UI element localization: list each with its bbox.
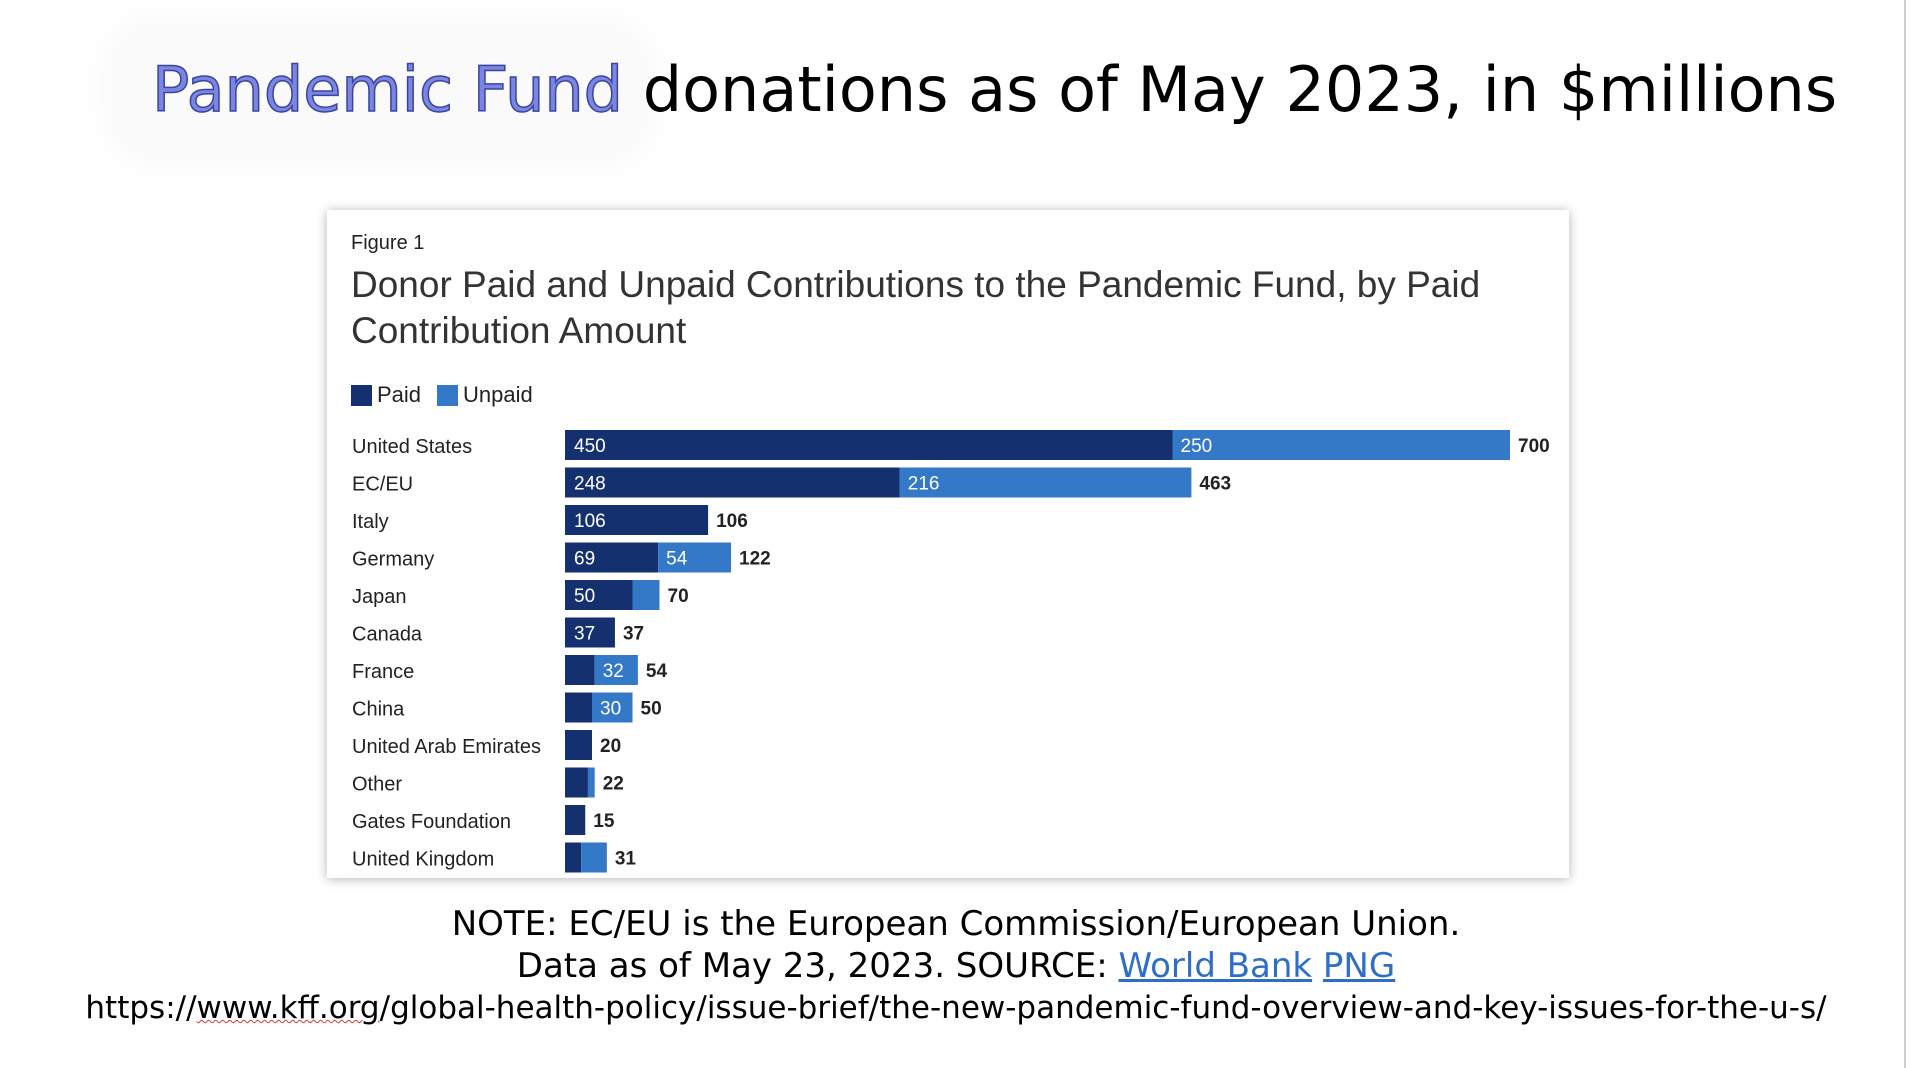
bar-total-united-kingdom: 31 (615, 849, 637, 870)
source-url-domain: www.kff.org (196, 990, 380, 1026)
bar-label-paid-ec-eu: 248 (574, 474, 606, 495)
bar-label-unpaid-united-states: 250 (1181, 436, 1213, 457)
bar-total-germany: 122 (739, 549, 771, 570)
bar-chart: United States 450 250 700 EC/EU 248 216 463 Ital… (352, 430, 1550, 873)
title-highlight-glow (118, 32, 640, 150)
bar-unpaid-germany (658, 542, 732, 573)
slide-edge-border (1904, 0, 1906, 1068)
category-label-united-arab-emirates: United Arab Emirates (352, 736, 541, 758)
category-label-united-states: United States (352, 436, 472, 458)
category-label-japan: Japan (352, 586, 407, 608)
bar-label-unpaid-france: 32 (603, 661, 624, 682)
source-line: Data as of May 23, 2023. SOURCE: World B… (0, 945, 1912, 987)
bar-paid-canada (565, 617, 615, 648)
bar-label-unpaid-germany: 54 (666, 549, 688, 570)
world-bank-link[interactable]: World Bank (1118, 946, 1313, 986)
legend-swatch-paid (351, 384, 372, 406)
figure-label: Figure 1 (351, 232, 425, 254)
category-label-canada: Canada (352, 624, 423, 646)
bar-paid-france (565, 655, 595, 685)
legend-label-paid: Paid (377, 382, 422, 407)
legend-item-unpaid: Unpaid (437, 382, 533, 408)
bar-label-unpaid-china: 30 (600, 699, 621, 720)
bar-unpaid-united-kingdom (581, 842, 607, 873)
bar-total-other: 22 (603, 774, 624, 795)
bar-unpaid-japan (632, 580, 660, 610)
chart-legend: Paid Unpaid (351, 382, 549, 408)
bar-total-france: 54 (646, 661, 668, 682)
source-line-text: Data as of May 23, 2023. SOURCE: (516, 946, 1119, 986)
category-label-italy: Italy (352, 511, 389, 533)
legend-item-paid: Paid (351, 382, 421, 408)
category-label-china: China (352, 699, 405, 721)
bar-unpaid-other (587, 767, 595, 798)
source-url-path: /global-health-policy/issue-brief/the-ne… (379, 990, 1827, 1026)
bar-total-china: 50 (641, 699, 662, 720)
bar-total-united-states: 700 (1518, 436, 1550, 457)
category-label-germany: Germany (352, 549, 434, 571)
bar-label-paid-canada: 37 (574, 624, 595, 645)
bar-paid-italy (565, 505, 709, 535)
bar-total-canada: 37 (623, 624, 644, 645)
png-link[interactable]: PNG (1322, 946, 1396, 986)
category-label-ec-eu: EC/EU (352, 474, 413, 496)
chart-title: Donor Paid and Unpaid Contributions to t… (351, 264, 1481, 351)
bar-total-gates-foundation: 15 (593, 811, 615, 832)
note-line: NOTE: EC/EU is the European Commission/E… (451, 904, 1461, 944)
bar-paid-japan (565, 580, 633, 610)
chart-figure: Figure 1 Donor Paid and Unpaid Contribut… (327, 210, 1569, 878)
source-url-prefix: https:// (85, 990, 197, 1026)
bar-unpaid-ec-eu (899, 467, 1192, 498)
category-label-united-kingdom: United Kingdom (352, 849, 494, 871)
bar-paid-united-kingdom (565, 842, 582, 873)
bar-total-united-arab-emirates: 20 (600, 736, 621, 757)
bar-paid-ec-eu (565, 467, 900, 498)
category-label-other: Other (352, 774, 402, 796)
bar-paid-other (565, 767, 588, 798)
slide-footer: NOTE: EC/EU is the European Commission/E… (0, 903, 1912, 1029)
category-label-france: France (352, 661, 414, 683)
bar-paid-gates-foundation (565, 805, 586, 835)
bar-label-paid-italy: 106 (574, 511, 606, 532)
bar-label-paid-germany: 69 (574, 549, 595, 570)
slide-title: Pandemic Fund donations as of May 2023, … (151, 42, 1838, 138)
bar-label-unpaid-ec-eu: 216 (908, 474, 940, 495)
bar-unpaid-china (592, 692, 633, 723)
legend-swatch-unpaid (437, 384, 459, 406)
bar-total-japan: 70 (668, 586, 689, 607)
category-label-gates-foundation: Gates Foundation (352, 811, 511, 833)
legend-label-unpaid: Unpaid (463, 382, 533, 407)
slide-title-rest: donations as of May 2023, in $millions (623, 53, 1838, 126)
bar-paid-united-arab-emirates (565, 730, 592, 760)
bar-label-paid-japan: 50 (574, 586, 595, 607)
bar-unpaid-france (594, 655, 638, 685)
bar-total-italy: 106 (716, 511, 748, 532)
bar-unpaid-united-states (1172, 430, 1510, 460)
bar-paid-china (565, 692, 592, 723)
slide-title-highlight: Pandemic Fund (151, 52, 624, 127)
bar-paid-germany (565, 542, 659, 573)
bar-total-ec-eu: 463 (1199, 474, 1231, 495)
bar-label-paid-united-states: 450 (574, 436, 606, 457)
source-url: https://www.kff.org/global-health-policy… (0, 987, 1912, 1029)
bar-paid-united-states (565, 430, 1173, 460)
